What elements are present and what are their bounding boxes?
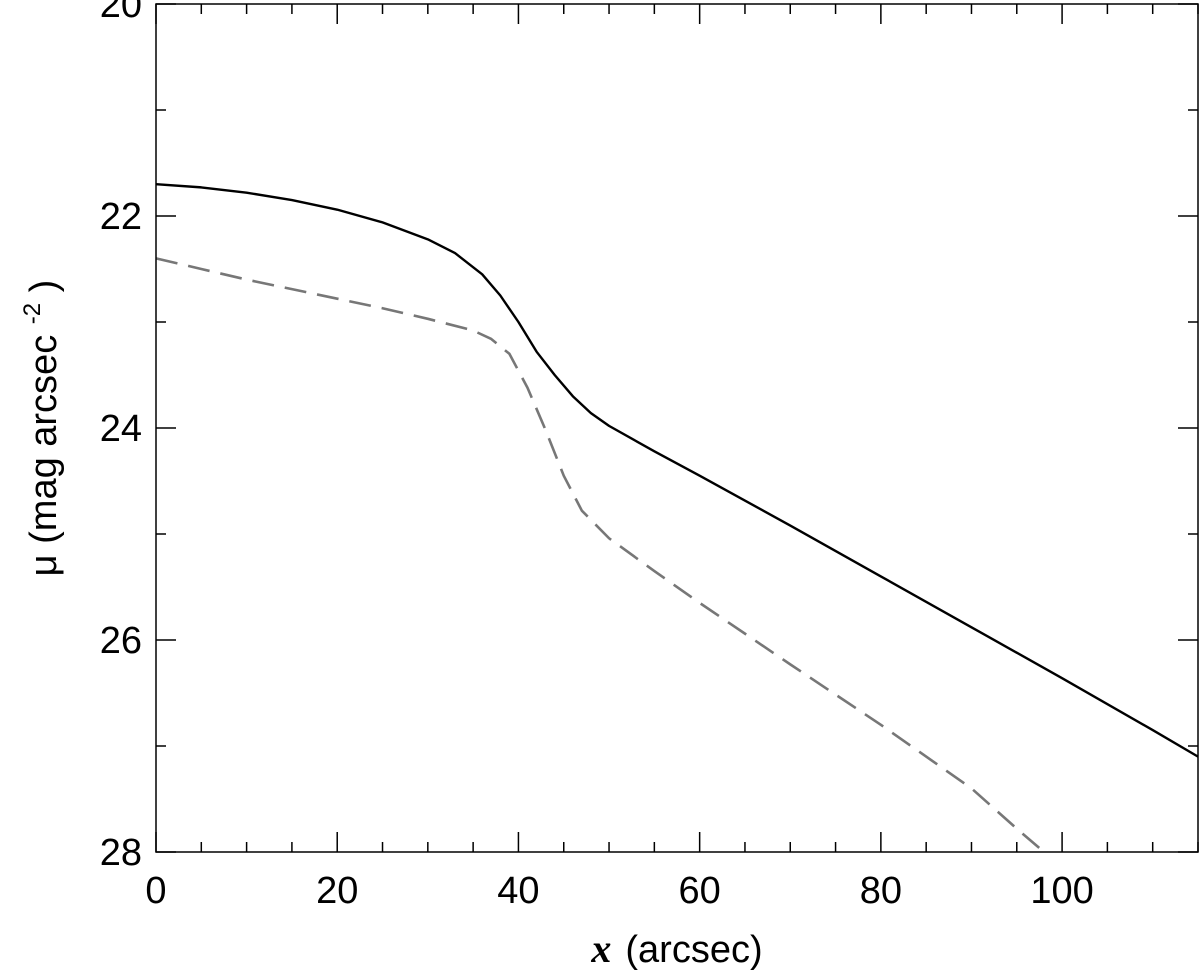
y-axis-label-main: μ (mag arcsec [23,335,65,577]
x-axis-variable: x [590,926,611,971]
x-tick-label: 80 [860,870,902,912]
x-tick-label: 60 [679,870,721,912]
series-line-solid [155,183,1199,758]
y-tick-label: 22 [100,196,142,238]
x-axis-unit: (arcsec) [625,929,762,971]
series-layer [155,183,1199,853]
plot-frame [155,3,1199,853]
y-axis-label-close: ) [23,280,65,293]
y-tick-label: 26 [100,620,142,662]
y-axis-label-superscript: -2 [19,303,46,324]
ticks-layer [155,3,1199,853]
x-tick-label: 100 [1030,870,1093,912]
y-axis-label: μ (mag arcsec -2 ) [7,280,65,577]
y-tick-label: 24 [100,408,142,450]
x-tick-label: 20 [316,870,358,912]
series-line-dashed [155,257,1045,853]
x-tick-label: 0 [145,870,166,912]
tick-labels-layer: 0 20 40 60 80 100 20 22 24 26 28 [100,0,1094,912]
x-tick-label: 40 [497,870,539,912]
x-axis-label: x (arcsec) [590,926,762,971]
y-tick-label: 28 [100,832,142,874]
y-tick-label: 20 [100,0,142,26]
